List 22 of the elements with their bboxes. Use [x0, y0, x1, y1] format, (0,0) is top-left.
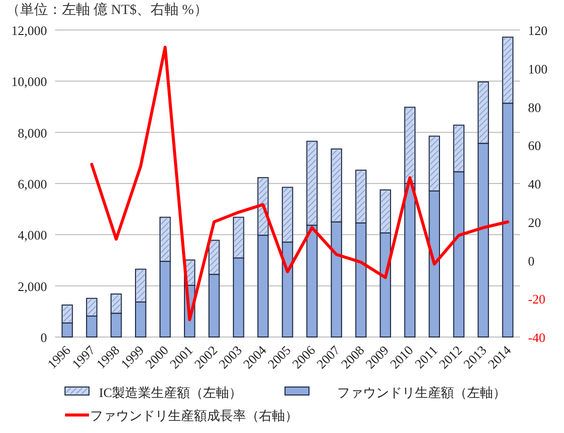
legend-label: IC製造業生産額（左軸） [99, 385, 242, 400]
legend-label: ファウンドリ生産額成長率（右軸） [90, 408, 298, 423]
y-tick-label: 4,000 [18, 228, 47, 243]
y2-tick-label: -20 [528, 292, 546, 307]
y-tick-label: 8,000 [18, 125, 47, 140]
y2-tick-label: -40 [528, 330, 546, 345]
y-tick-label: 6,000 [18, 176, 47, 192]
chart-title: （単位：左軸 億 NT$、右軸 %） [6, 2, 208, 18]
y2-tick-label: 120 [528, 23, 548, 38]
y2-tick-label: 0 [528, 253, 534, 268]
x-tick-label: 1999 [118, 342, 147, 372]
y2-tick-label: 60 [528, 138, 541, 154]
x-tick-label: 2011 [412, 342, 440, 372]
legend-label: ファウンドリ生産額（左軸） [337, 385, 506, 400]
y-tick-label: 0 [40, 330, 47, 345]
y2-tick-label: 80 [528, 100, 541, 115]
y-tick-label: 2,000 [18, 278, 47, 294]
y-tick-label: 10,000 [11, 74, 47, 90]
y2-tick-label: 40 [528, 176, 541, 192]
y-tick-label: 12,000 [11, 23, 47, 38]
y2-tick-label: 100 [528, 61, 548, 76]
y2-tick-label: 20 [528, 214, 541, 230]
